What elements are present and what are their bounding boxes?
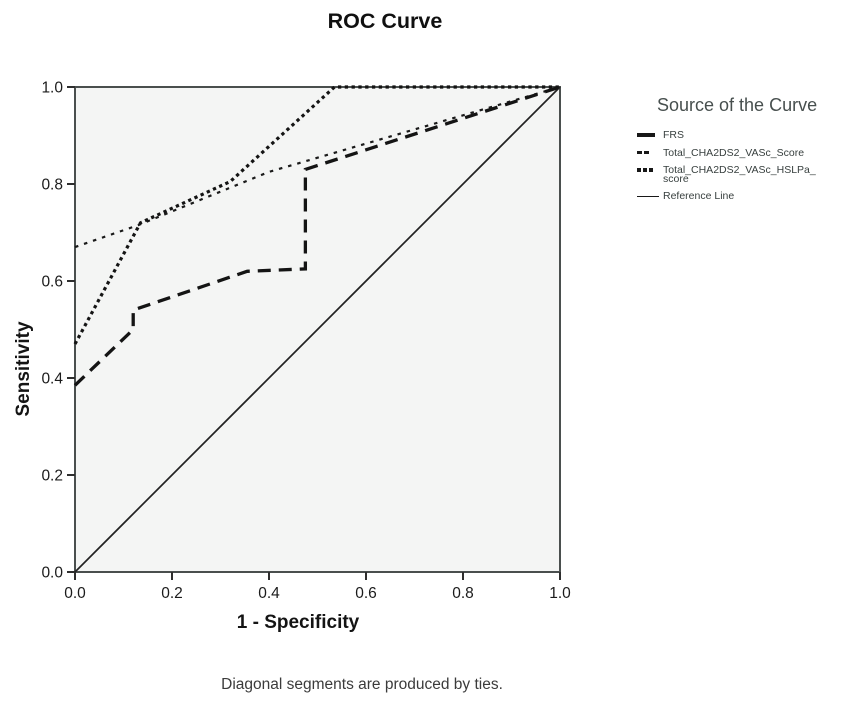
fine-dash-line-icon xyxy=(637,147,663,159)
ties-footnote: Diagonal segments are produced by ties. xyxy=(221,676,503,693)
x-axis-title: 1 - Specificity xyxy=(236,612,360,633)
x-tick-label: 0.0 xyxy=(64,585,86,602)
dotted-line-icon xyxy=(637,164,663,176)
y-tick-label: 0.0 xyxy=(41,565,63,582)
legend-item-cha2ds2-vasc-score: Total_CHA2DS2_VASc_Score xyxy=(637,147,856,160)
y-tick-label: 0.4 xyxy=(41,371,63,388)
legend-item-cha2ds2-vasc-hslpa-score: Total_CHA2DS2_VASc_HSLPa_ xyxy=(637,164,856,177)
legend: Source of the Curve FRS Total_CHA2DS2_VA… xyxy=(637,95,856,208)
y-tick-label: 0.8 xyxy=(41,177,63,194)
legend-item-reference-line: Reference Line xyxy=(637,190,856,203)
legend-item-label-line2: score xyxy=(663,172,689,185)
solid-line-icon xyxy=(637,190,663,202)
y-tick-label: 1.0 xyxy=(41,80,63,97)
x-tick-label: 0.4 xyxy=(258,585,280,602)
legend-item-label: Total_CHA2DS2_VASc_HSLPa_ xyxy=(663,164,816,177)
x-tick-label: 0.8 xyxy=(452,585,474,602)
x-tick-label: 0.6 xyxy=(355,585,377,602)
legend-title: Source of the Curve xyxy=(657,95,818,115)
curve-reference-line xyxy=(74,86,561,573)
curve-frs xyxy=(73,85,561,387)
roc-plot-area: 0.0 0.2 0.4 0.6 0.8 1.0 0.0 0.2 0.4 0.6 0.8 1.0 xyxy=(41,80,571,602)
frs-dash-line-icon xyxy=(637,129,663,141)
x-tick-label: 0.2 xyxy=(161,585,183,602)
legend-item-label: Reference Line xyxy=(663,190,735,203)
chart-title: ROC Curve xyxy=(327,9,443,33)
y-tick-label: 0.2 xyxy=(41,468,63,485)
x-tick-label: 1.0 xyxy=(549,585,571,602)
legend-item-label: Total_CHA2DS2_VASc_Score xyxy=(663,146,805,159)
legend-item-label: FRS xyxy=(663,129,684,141)
y-axis-title: Sensitivity xyxy=(13,321,34,417)
y-tick-label: 0.6 xyxy=(41,274,63,291)
legend-item-frs: FRS xyxy=(637,129,856,142)
